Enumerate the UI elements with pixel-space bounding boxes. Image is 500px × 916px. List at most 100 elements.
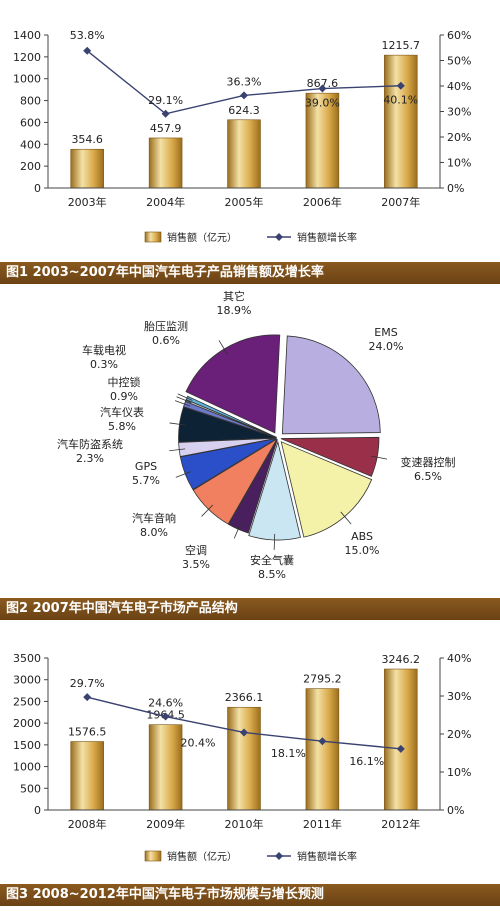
pie-slice-label: 胎压监测: [144, 319, 188, 333]
legend-line-label: 销售额增长率: [297, 231, 357, 244]
pie-leader-line: [174, 400, 191, 407]
left-tick-label: 3000: [13, 674, 41, 687]
x-tick-label: 2012年: [381, 817, 420, 831]
pie-slice-value: 8.5%: [258, 568, 286, 581]
x-tick-label: 2004年: [146, 195, 185, 209]
growth-rate-point: [318, 84, 327, 93]
growth-rate-label: 24.6%: [148, 697, 183, 710]
right-tick-label: 60%: [447, 29, 471, 42]
legend-line-marker: [275, 852, 283, 860]
x-tick-label: 2011年: [303, 817, 342, 831]
left-tick-label: 0: [34, 182, 41, 195]
left-tick-label: 400: [20, 138, 41, 151]
legend-bar-label: 销售额（亿元）: [167, 231, 237, 244]
growth-rate-label: 53.8%: [70, 29, 105, 42]
pie-leader-line: [340, 511, 352, 525]
right-tick-label: 30%: [447, 690, 471, 703]
right-tick-label: 20%: [447, 131, 471, 144]
bar-value-label: 867.6: [307, 77, 339, 90]
growth-rate-point: [396, 81, 405, 90]
left-tick-label: 2500: [13, 695, 41, 708]
right-tick-label: 50%: [447, 55, 471, 68]
bar-value-label: 1215.7: [382, 39, 421, 52]
right-tick-label: 10%: [447, 157, 471, 170]
pie-slice-label: GPS: [135, 460, 157, 473]
left-tick-label: 0: [34, 804, 41, 817]
x-tick-label: 2003年: [68, 195, 107, 209]
growth-rate-point: [161, 109, 170, 118]
bar-value-label: 457.9: [150, 122, 182, 135]
growth-rate-label: 40.1%: [383, 94, 418, 107]
left-tick-label: 1500: [13, 739, 41, 752]
pie-slice-value: 8.0%: [140, 526, 168, 539]
growth-rate-point: [161, 712, 170, 721]
left-tick-label: 1200: [13, 51, 41, 64]
pie-slice-value: 3.5%: [182, 558, 210, 571]
growth-rate-label: 29.7%: [70, 677, 105, 690]
pie-leader-line: [169, 422, 186, 426]
pie-slice-label: ABS: [351, 530, 373, 543]
bar-value-label: 2366.1: [225, 691, 264, 704]
pie-slice-value: 5.8%: [108, 420, 136, 433]
left-tick-label: 1000: [13, 73, 41, 86]
pie-slice-value: 0.6%: [152, 334, 180, 347]
pie-leader-line: [201, 504, 214, 517]
bar-value-label: 1576.5: [68, 726, 107, 739]
left-tick-label: 600: [20, 116, 41, 129]
pie-leader-line: [177, 393, 193, 401]
right-tick-label: 40%: [447, 652, 471, 665]
pie-slice-value: 6.5%: [414, 470, 442, 483]
bar: [227, 119, 261, 189]
bar-value-label: 2795.2: [303, 673, 342, 686]
bar: [305, 688, 340, 811]
legend-line-label: 销售额增长率: [297, 850, 357, 863]
x-tick-label: 2009年: [146, 817, 185, 831]
growth-rate-point: [318, 737, 327, 746]
x-tick-label: 2007年: [381, 195, 420, 209]
left-tick-label: 800: [20, 95, 41, 108]
pie-leader-line: [273, 533, 276, 550]
pie-leader-line: [175, 471, 191, 478]
bar-value-label: 3246.2: [382, 653, 421, 666]
pie-leader-line: [169, 448, 186, 452]
pie-slice-value: 0.9%: [110, 390, 138, 403]
growth-rate-point: [396, 744, 405, 753]
bar: [148, 137, 183, 189]
figure-2-caption: 图2 2007年中国汽车电子市场产品结构: [0, 598, 500, 620]
pie-slice-value: 5.7%: [132, 474, 160, 487]
pie-slice-label: 汽车防盗系统: [57, 437, 123, 451]
pie-slice-label: 车载电视: [82, 343, 126, 357]
growth-rate-label: 16.1%: [349, 755, 384, 768]
growth-rate-label: 20.4%: [181, 736, 216, 749]
growth-rate-point: [83, 46, 92, 55]
growth-rate-point: [240, 728, 248, 737]
legend-bar-label: 销售额（亿元）: [167, 850, 237, 863]
left-tick-label: 200: [20, 160, 41, 173]
bar-value-label: 354.6: [71, 133, 103, 146]
legend-bar-swatch: [144, 850, 162, 862]
pie-leader-line: [371, 455, 388, 460]
bar: [70, 148, 104, 189]
bar: [148, 724, 183, 811]
pie-slice-label: 安全气囊: [250, 553, 294, 567]
pie-slice-label: 其它: [223, 289, 245, 303]
pie-slice-value: 2.3%: [76, 452, 104, 465]
chart-2003-2007: 354.6 457.9 624.3 867.6 1215.7 0 200 400 600 800…: [13, 29, 471, 244]
bar-value-label: 624.3: [228, 104, 260, 117]
growth-rate-label: 39.0%: [305, 97, 340, 110]
pie-leader-line: [233, 523, 241, 539]
right-tick-label: 0%: [447, 182, 464, 195]
pie-slice-value: 18.9%: [217, 304, 252, 317]
pie-slice-label: 汽车音响: [132, 511, 176, 525]
left-tick-label: 2000: [13, 717, 41, 730]
pie-slice-value: 15.0%: [345, 544, 380, 557]
figure-3-caption: 图3 2008~2012年中国汽车电子市场规模与增长预测: [0, 884, 500, 906]
bar: [70, 741, 104, 811]
right-tick-label: 20%: [447, 728, 471, 741]
pie-slice-label: 中控锁: [108, 375, 141, 389]
left-tick-label: 1400: [13, 29, 41, 42]
growth-rate-label: 18.1%: [271, 747, 306, 760]
